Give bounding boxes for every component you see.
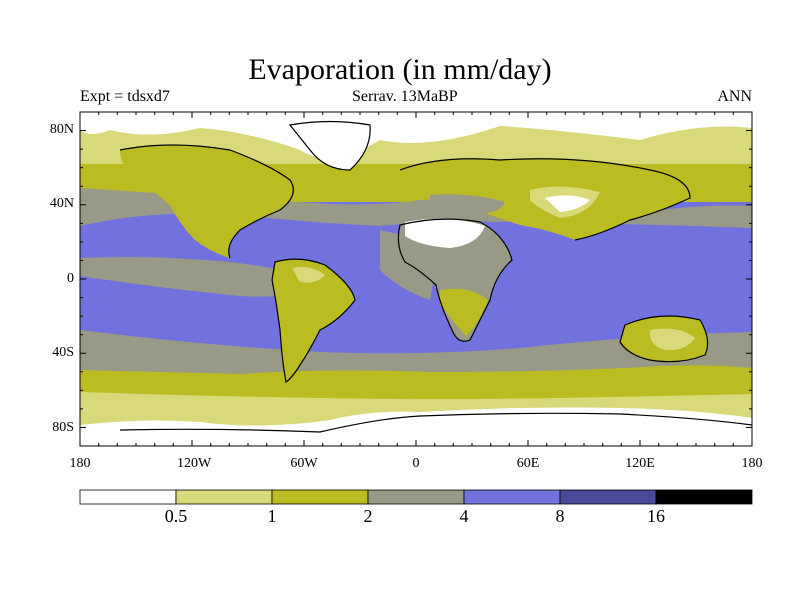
longitude-label: 180 xyxy=(69,456,91,471)
greenland xyxy=(290,121,371,170)
africa xyxy=(398,219,512,342)
africa-coastline xyxy=(397,218,513,342)
latitude-label: 0 xyxy=(67,271,74,286)
map-fill-layer xyxy=(80,112,752,446)
experiment-label: Expt = tdsxd7 xyxy=(80,88,170,105)
latitude-label: 80S xyxy=(52,420,74,435)
antarctica-coastline xyxy=(119,412,752,433)
north-america xyxy=(120,145,294,258)
latitude-label: 40S xyxy=(52,345,74,360)
colorbar xyxy=(79,489,753,505)
map-title: Evaporation (in mm/day) xyxy=(248,53,552,86)
colorbar-label: 1 xyxy=(267,506,277,526)
colorbar-swatch xyxy=(655,489,753,505)
southern-africa xyxy=(440,288,488,336)
sahara xyxy=(405,218,485,248)
colorbar-swatch xyxy=(367,489,465,505)
colorbar-swatch xyxy=(79,489,177,505)
axis-ticks xyxy=(79,111,753,447)
colorbar-label: 2 xyxy=(363,506,373,526)
longitude-label: 60W xyxy=(290,456,318,471)
eurasia-coastline xyxy=(399,158,691,241)
longitude-label: 120W xyxy=(177,456,212,471)
mediterranean-gray xyxy=(430,194,505,215)
longitude-label: 120E xyxy=(625,456,655,471)
south-america-coastline xyxy=(271,258,356,384)
latitude-label: 40N xyxy=(49,196,74,211)
antarctic-ice xyxy=(80,407,752,446)
central-asia-desert xyxy=(545,195,590,212)
australia-coastline xyxy=(619,315,709,363)
south-america xyxy=(272,259,355,382)
colorbar-label: 0.5 xyxy=(164,506,188,526)
coastlines xyxy=(119,120,709,384)
colorbar-label: 16 xyxy=(647,506,665,526)
colorbar-swatch xyxy=(463,489,561,505)
colorbar-label: 4 xyxy=(459,506,469,526)
colorbar-swatch xyxy=(271,489,369,505)
arctic-ice xyxy=(80,112,752,158)
pacific-gray-zone xyxy=(80,257,330,297)
longitude-label: 0 xyxy=(412,456,420,471)
latitude-label: 80N xyxy=(49,122,74,137)
north-america-coastline xyxy=(119,144,294,259)
colorbar-swatch xyxy=(559,489,657,505)
season-label: ANN xyxy=(717,88,752,105)
australia-interior xyxy=(649,328,695,351)
colorbar-swatch xyxy=(175,489,273,505)
colorbar-label: 8 xyxy=(555,506,565,526)
longitude-label: 180 xyxy=(741,456,763,471)
period-label: Serrav. 13MaBP xyxy=(352,88,458,105)
longitude-label: 60E xyxy=(516,456,540,471)
south-america-pale xyxy=(292,266,325,283)
greenland-coastline xyxy=(288,120,371,171)
